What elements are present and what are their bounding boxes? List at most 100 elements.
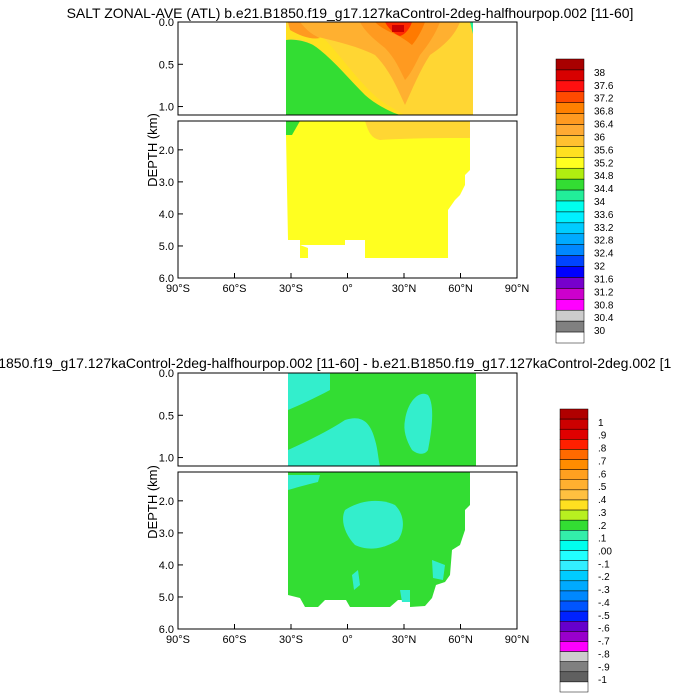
colorbar-swatch [559, 519, 589, 531]
colorbar-swatch [559, 449, 589, 460]
colorbar-label: 34 [594, 197, 606, 208]
diff-plot-lower [177, 471, 518, 630]
x-tick-label: 60°S [223, 634, 247, 646]
colorbar-swatch [555, 146, 585, 158]
colorbar-swatch [559, 509, 589, 521]
y-tick-label: 6.0 [159, 624, 174, 636]
y-tick-label: 2.0 [159, 496, 174, 508]
colorbar-swatch [555, 167, 585, 180]
colorbar-label: -.6 [598, 624, 610, 635]
colorbar-swatch [555, 266, 585, 278]
colorbar-label: -.4 [598, 598, 610, 609]
colorbar-swatch [555, 124, 585, 136]
colorbar-swatch [559, 580, 589, 592]
x-tick-label: 0° [342, 634, 353, 646]
colorbar-label: 33.2 [594, 223, 614, 234]
colorbar-label: 30.4 [594, 313, 614, 324]
x-tick-label: 30°N [392, 283, 417, 295]
colorbar-swatch [559, 621, 589, 632]
colorbar-swatch [555, 157, 585, 169]
colorbar-label: 37.6 [594, 81, 614, 92]
colorbar-label: -1 [598, 675, 607, 686]
y-tick-label: 2.0 [159, 145, 174, 157]
colorbar-label: 37.2 [594, 94, 614, 105]
colorbar-swatch [559, 641, 589, 652]
x-tick-label: 60°N [448, 634, 473, 646]
colorbar-label: 34.8 [594, 171, 614, 182]
y-tick-label: 0.5 [159, 410, 174, 422]
colorbar-label: 32.8 [594, 236, 614, 247]
colorbar-label: -.5 [598, 611, 610, 622]
colorbar-swatch [555, 135, 585, 147]
colorbar-label: 36.4 [594, 120, 614, 131]
colorbar-label: -.2 [598, 572, 610, 583]
colorbar-label: -.7 [598, 637, 610, 648]
y-tick-label: 3.0 [159, 177, 174, 189]
chart-title-difference: .B1850.f19_g17.127kaControl-2deg-halfhou… [0, 355, 672, 371]
salt-plot-upper [177, 21, 518, 116]
colorbar-swatch [559, 671, 589, 683]
colorbar-swatch [555, 288, 585, 300]
x-tick-label: 90°S [166, 634, 190, 646]
y-tick-label: 3.0 [159, 528, 174, 540]
x-tick-label: 0° [342, 283, 353, 295]
colorbar-label: .8 [598, 444, 607, 455]
colorbar-swatch [555, 80, 585, 93]
colorbar-label: 36.8 [594, 107, 614, 118]
colorbar-label: .5 [598, 482, 607, 493]
colorbar-swatch [559, 590, 589, 602]
colorbar-swatch [555, 58, 585, 71]
chart-title-salt: SALT ZONAL-AVE (ATL) b.e21.B1850.f19_g17… [66, 5, 634, 21]
x-tick-label: 60°S [223, 283, 247, 295]
colorbar-label: 1 [598, 418, 604, 429]
colorbar-swatch [559, 408, 589, 420]
y-tick-label: 5.0 [159, 592, 174, 604]
colorbar-label: 34.4 [594, 184, 614, 195]
y-tick-label: 6.0 [159, 273, 174, 285]
colorbar-swatch [559, 651, 589, 662]
colorbar-label: 31.6 [594, 274, 614, 285]
colorbar-swatch [559, 499, 589, 511]
x-tick-label: 90°N [505, 634, 530, 646]
colorbar-label: -.9 [598, 662, 610, 673]
colorbar-label: -.8 [598, 649, 610, 660]
y-tick-label: 1.0 [159, 453, 174, 465]
colorbar-label: 36 [594, 132, 606, 143]
colorbar-swatch [559, 560, 589, 571]
diff-plot-upper [177, 372, 518, 467]
colorbar-label: -.1 [598, 559, 610, 570]
colorbar-swatch [555, 255, 585, 267]
colorbar-swatch [559, 530, 589, 541]
x-tick-label: 90°S [166, 283, 190, 295]
colorbar-swatch [559, 489, 589, 501]
colorbar-swatch [555, 113, 585, 125]
colorbar-swatch [555, 309, 585, 322]
colorbar-swatch [559, 661, 589, 673]
colorbar-swatch [559, 631, 589, 642]
colorbar-swatch [559, 479, 589, 491]
y-tick-label: 4.0 [159, 209, 174, 221]
colorbar-swatch [555, 320, 585, 333]
colorbar-swatch [555, 244, 585, 256]
colorbar-label: .1 [598, 534, 607, 545]
colorbar-swatch [559, 418, 589, 430]
x-tick-label: 30°N [392, 634, 417, 646]
y-axis-title-1: DEPTH (km) [145, 113, 160, 187]
colorbar-swatch [559, 610, 589, 622]
colorbar-swatch [555, 69, 585, 82]
colorbar-swatch [555, 222, 585, 235]
colorbar-swatch [555, 233, 585, 245]
colorbar-label: .4 [598, 495, 607, 506]
colorbar-swatch [559, 550, 589, 561]
colorbar-label: .9 [598, 431, 607, 442]
colorbar-swatch [555, 91, 585, 103]
colorbar-swatch [555, 299, 585, 311]
y-tick-label: 4.0 [159, 560, 174, 572]
colorbar-swatch [559, 600, 589, 612]
x-tick-label: 30°S [279, 283, 303, 295]
colorbar-swatch [555, 211, 585, 224]
colorbar-swatch [555, 277, 585, 289]
colorbar-label: .00 [598, 547, 612, 558]
colorbar-label: 32.4 [594, 249, 614, 260]
